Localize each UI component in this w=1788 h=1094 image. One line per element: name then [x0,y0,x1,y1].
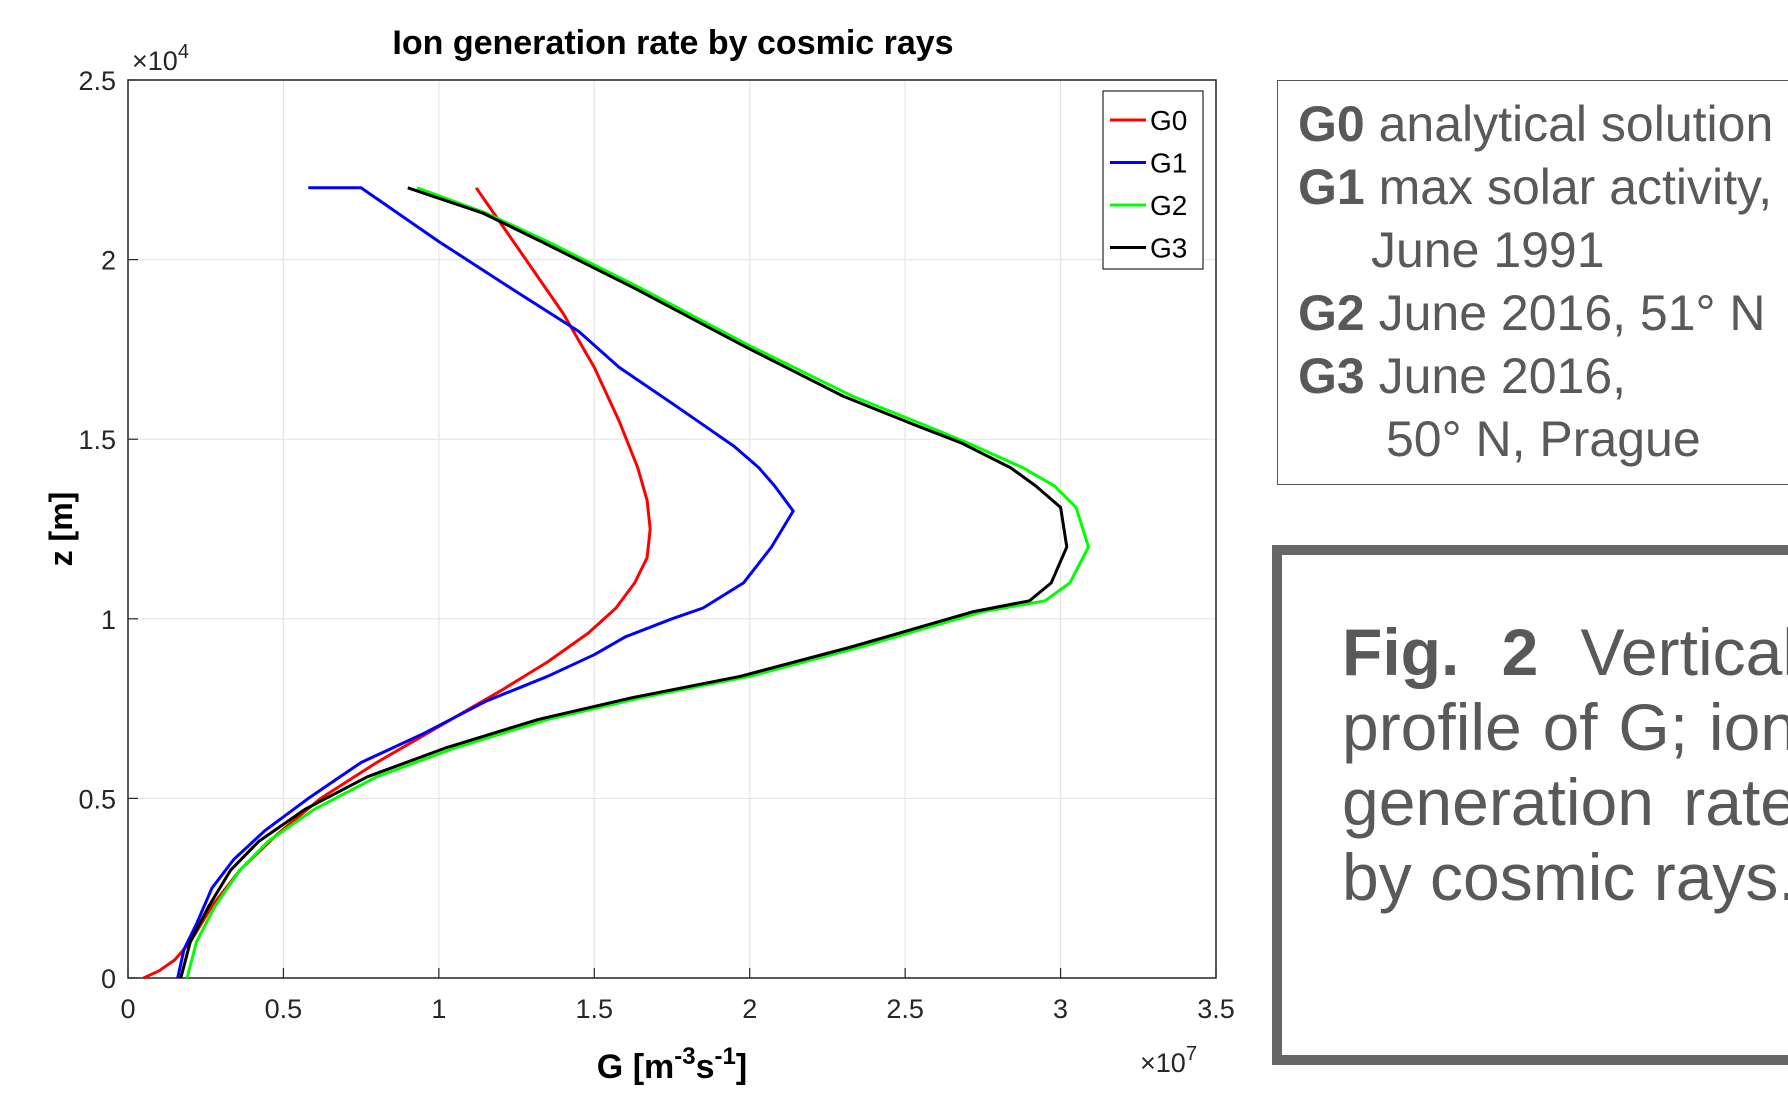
y-axis-label: z [m] [43,492,79,567]
series-line-G0 [142,186,652,980]
description-line: G0 analytical solution [1298,96,1774,152]
x-tick-label: 3.5 [1197,994,1235,1024]
x-tick-label: 0.5 [265,994,303,1024]
series-line-G3 [179,186,1069,979]
description-line: G3 June 2016, [1298,348,1627,404]
description-line: G1 max solar activity, [1298,159,1773,215]
x-tick-label: 3 [1053,994,1068,1024]
x-tick-label: 2.5 [886,994,924,1024]
series-lines [142,186,1090,980]
y-multiplier: ×104 [132,41,189,76]
description-line: June 1991 [1371,222,1605,278]
y-tick-label: 1 [101,605,116,635]
series-line-G2 [185,186,1090,979]
series-description-box: G0 analytical solution G1 max solar acti… [1277,80,1788,485]
x-tick-label: 2 [742,994,757,1024]
y-tick-label: 0 [101,964,116,994]
y-tick-label: 2.5 [78,66,116,96]
figure-caption: Fig. 2 Vertical profile of G; ion genera… [1342,615,1788,914]
legend-label-G1: G1 [1150,148,1187,179]
axis-ticks: 0 0.5 1 1.5 2 2.5 3 3.5 0 0.5 1 1.5 2 2.5 [78,66,1234,1024]
legend-label-G2: G2 [1150,190,1187,221]
description-line: G2 June 2016, 51° N [1298,285,1766,341]
series-line-G1 [176,186,795,979]
figure-caption-box: Fig. 2 Vertical profile of G; ion genera… [1272,545,1788,1065]
y-tick-label: 1.5 [78,425,116,455]
y-tick-label: 2 [101,246,116,276]
x-tick-label: 0 [120,994,135,1024]
grid [127,79,1217,979]
x-axis-label: G [m-3s-1] [597,1043,747,1086]
x-tick-label: 1.5 [576,994,614,1024]
plot-frame [127,79,1217,979]
legend-label-G0: G0 [1150,105,1187,136]
x-multiplier: ×107 [1140,1043,1197,1078]
legend: G0 G1 G2 G3 [1102,90,1204,270]
y-tick-label: 0.5 [78,784,116,814]
legend-label-G3: G3 [1150,233,1187,264]
x-tick-label: 1 [431,994,446,1024]
chart-title: Ion generation rate by cosmic rays [392,24,953,62]
description-line: 50° N, Prague [1386,411,1701,467]
